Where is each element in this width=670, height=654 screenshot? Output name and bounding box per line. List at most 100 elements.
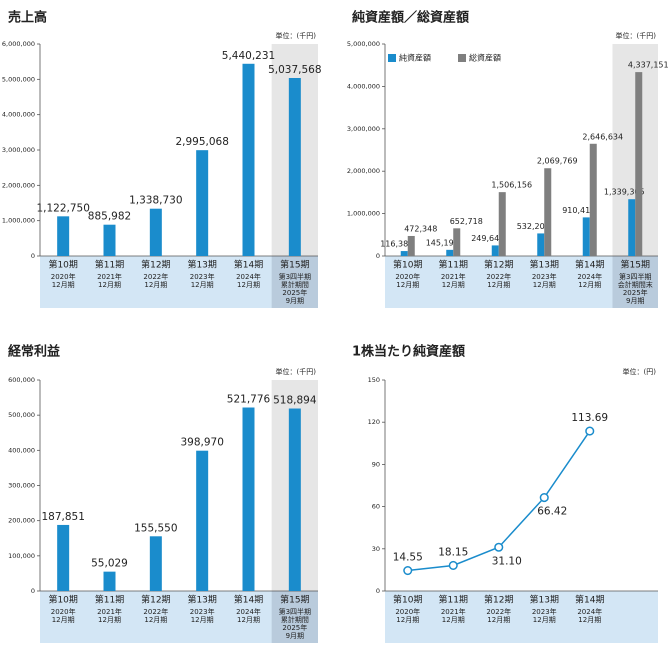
bar [242, 63, 255, 256]
point [585, 426, 595, 436]
value-label: 885,982 [88, 211, 131, 223]
x-tick-label: 第12期 [141, 259, 170, 271]
x-tick-label: 第10期 [393, 594, 422, 606]
y-tick-label: 600,000 [8, 376, 35, 384]
point [448, 560, 458, 571]
bar [407, 235, 415, 256]
value-label: 116,389 [380, 240, 413, 249]
x-tick-label: 累計期間 [281, 615, 309, 624]
x-tick-label: 第3四半期 [619, 272, 651, 281]
y-tick-label: 500,000 [8, 411, 35, 419]
y-tick-label: 300,000 [8, 482, 35, 490]
x-tick-label: 第10期 [48, 594, 77, 606]
x-tick-label: 12月期 [396, 616, 419, 624]
x-tick-label: 第11期 [95, 594, 124, 606]
y-tick-label: 3,000,000 [2, 146, 35, 154]
x-tick-label: 12月期 [237, 281, 260, 289]
bar [103, 224, 116, 256]
value-label: 2,069,769 [537, 157, 578, 166]
value-label: 2,646,634 [582, 132, 623, 141]
y-tick-label: 5,000,000 [2, 75, 35, 83]
y-tick-label: 2,000,000 [347, 167, 380, 175]
x-tick-label: 会計期間末 [618, 280, 653, 289]
y-tick-label: 2,000,000 [2, 181, 35, 189]
x-tick-label: 第13期 [187, 259, 216, 271]
x-tick-label: 第15期 [621, 259, 650, 271]
value-label: 1,339,305 [604, 188, 645, 197]
y-tick-label: 60 [372, 503, 380, 511]
x-tick-label: 第12期 [484, 259, 513, 271]
value-label: 155,550 [134, 522, 177, 534]
x-tick-label: 第3四半期 [279, 607, 311, 616]
legend-swatch [388, 54, 396, 62]
bar [196, 150, 209, 256]
bar [491, 245, 499, 256]
x-label-band [385, 591, 658, 643]
chart-title: 経常利益 [8, 344, 60, 360]
x-tick-label: 2020年 [395, 272, 420, 281]
chart-title: 純資産額／総資産額 [352, 10, 469, 26]
x-tick-label: 12月期 [237, 616, 260, 624]
legend-label: 純資産額 [399, 53, 431, 63]
x-tick-label: 2020年 [51, 272, 76, 281]
bar [537, 233, 545, 256]
bar [288, 408, 301, 591]
value-label: 472,348 [404, 224, 437, 233]
x-tick-label: 12月期 [396, 281, 419, 289]
x-tick-label: 累計期間 [281, 280, 309, 289]
x-tick-label: 12月期 [144, 616, 167, 624]
value-label: 145,192 [426, 238, 459, 247]
x-tick-label: 第15期 [280, 594, 309, 606]
x-tick-label: 第13期 [187, 594, 216, 606]
value-label: 652,718 [450, 217, 483, 226]
x-tick-label: 2025年 [282, 623, 307, 632]
x-tick-label: 2020年 [395, 607, 420, 616]
bar [400, 251, 408, 256]
x-tick-label: 2021年 [441, 607, 466, 616]
x-tick-label: 2022年 [143, 607, 168, 616]
x-tick-label: 2020年 [51, 607, 76, 616]
x-tick-label: 2022年 [486, 607, 511, 616]
x-tick-label: 12月期 [487, 281, 510, 289]
x-tick-label: 2021年 [97, 272, 122, 281]
highlight-label-band [271, 591, 318, 643]
value-label: 2,995,068 [175, 136, 228, 148]
unit-label: 単位：(千円) [616, 31, 657, 40]
x-tick-label: 12月期 [442, 616, 465, 624]
x-tick-label: 第11期 [95, 259, 124, 271]
y-tick-label: 400,000 [8, 446, 35, 454]
x-tick-label: 第14期 [575, 594, 604, 606]
bar [288, 78, 301, 257]
x-tick-label: 12月期 [578, 616, 601, 624]
x-tick-label: 12月期 [52, 281, 75, 289]
point [494, 542, 504, 552]
bar [149, 208, 162, 256]
bar [57, 216, 70, 256]
chart-title: 1株当たり純資産額 [352, 344, 465, 360]
value-label: 66.42 [537, 506, 567, 518]
value-label: 113.69 [571, 412, 608, 424]
x-tick-label: 第13期 [530, 594, 559, 606]
value-label: 55,029 [91, 558, 128, 570]
x-tick-label: 12月期 [533, 616, 556, 624]
y-tick-label: 0 [31, 587, 35, 595]
y-tick-label: 1,000,000 [2, 217, 35, 225]
value-label: 521,776 [227, 394, 271, 406]
x-tick-label: 2024年 [577, 272, 602, 281]
value-label: 187,851 [41, 511, 84, 523]
x-tick-label: 9月期 [286, 297, 304, 305]
x-tick-label: 2023年 [532, 272, 557, 281]
x-tick-label: 第14期 [234, 594, 263, 606]
x-tick-label: 12月期 [487, 616, 510, 624]
unit-label: 単位：(千円) [276, 31, 317, 40]
bar [544, 168, 552, 256]
bar [453, 228, 461, 256]
x-tick-label: 第13期 [530, 259, 559, 271]
bar [103, 571, 116, 591]
value-label: 249,643 [471, 234, 504, 243]
x-tick-label: 2023年 [190, 272, 215, 281]
x-tick-label: 第3四半期 [279, 272, 311, 281]
y-tick-label: 3,000,000 [347, 125, 380, 133]
y-tick-label: 4,000,000 [347, 82, 380, 90]
x-tick-label: 第15期 [280, 259, 309, 271]
